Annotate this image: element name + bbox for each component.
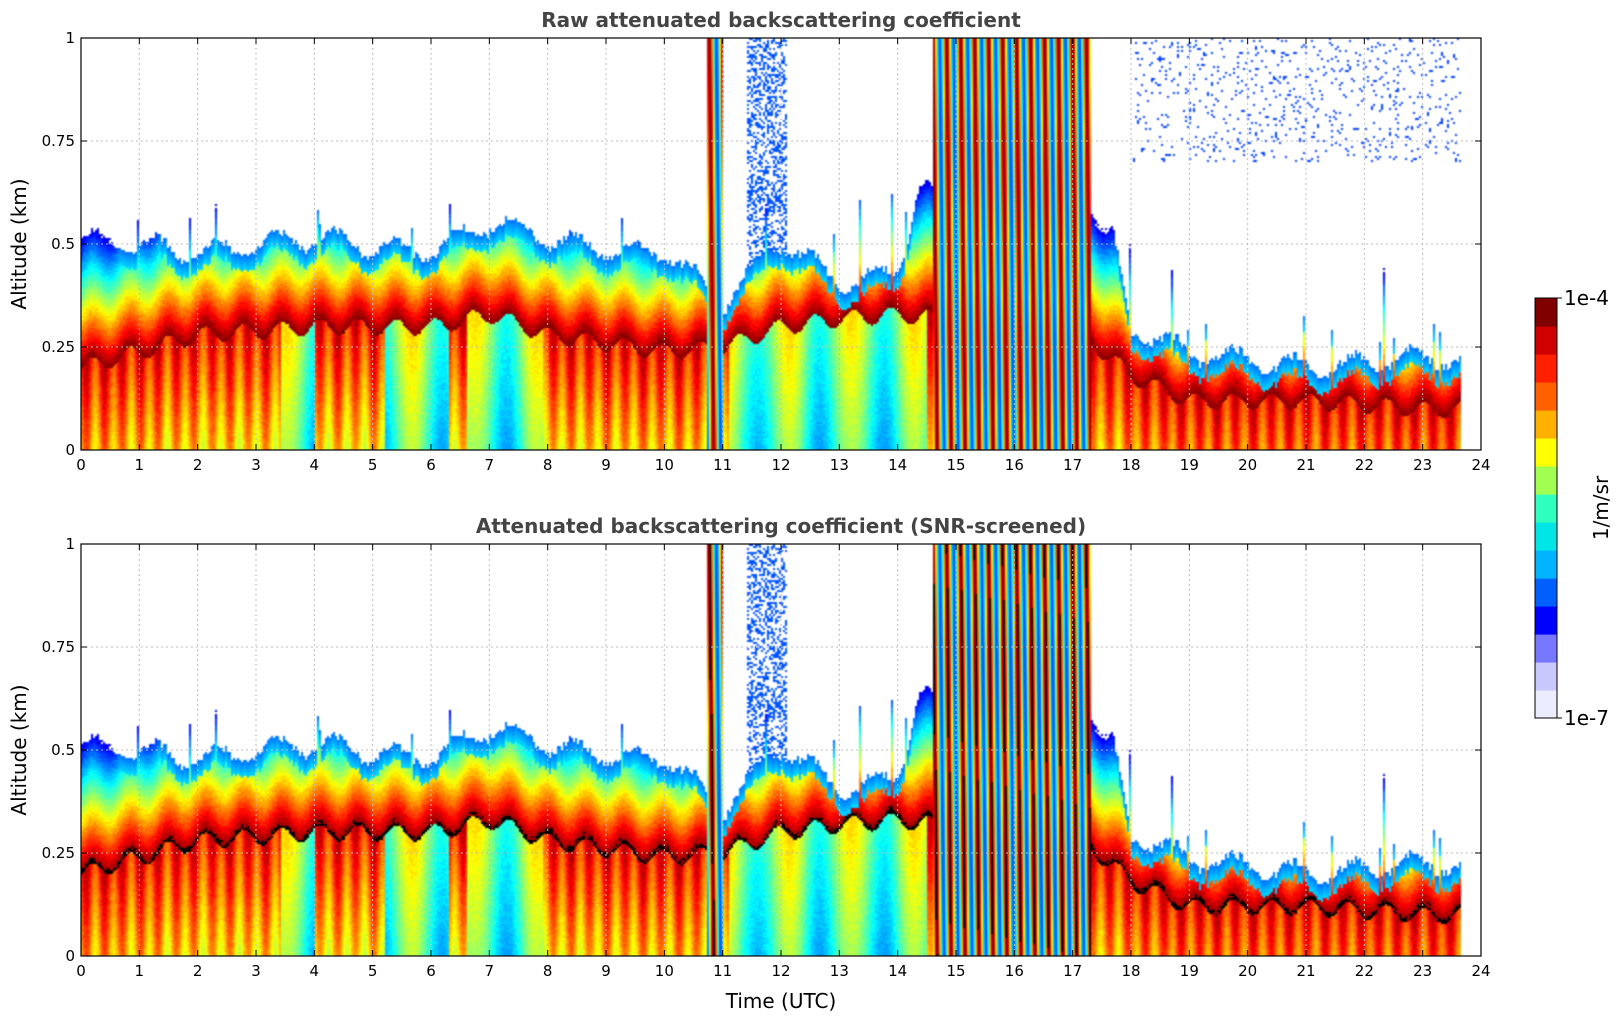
colorbar-band	[1535, 662, 1557, 691]
x-tick-label: 6	[426, 456, 436, 474]
x-tick-label: 23	[1413, 456, 1432, 474]
colorbar-band	[1535, 494, 1557, 523]
x-tick-label: 6	[426, 962, 436, 980]
x-tick-label: 0	[76, 962, 86, 980]
x-tick-label: 7	[485, 962, 495, 980]
bottom-y-axis: 0 0.25 0.5 0.75 1	[42, 535, 1481, 965]
y-tick-label: 0	[65, 947, 75, 965]
x-tick-label: 19	[1180, 456, 1199, 474]
y-tick-label: 1	[65, 535, 75, 553]
x-tick-label: 3	[251, 456, 261, 474]
y-tick-label: 1	[65, 29, 75, 47]
x-tick-label: 5	[368, 456, 378, 474]
x-tick-label: 22	[1355, 456, 1374, 474]
x-tick-label: 18	[1121, 456, 1140, 474]
x-tick-label: 17	[1063, 962, 1082, 980]
bottom-panel-title: Attenuated backscattering coefficient (S…	[476, 514, 1086, 538]
colorbar-band	[1535, 354, 1557, 383]
x-tick-label: 4	[310, 456, 320, 474]
colorbar-band	[1535, 606, 1557, 635]
colorbar-band	[1535, 382, 1557, 411]
colorbar-min-label: 1e-7	[1564, 706, 1609, 730]
top-grid	[81, 38, 1481, 450]
bottom-y-axis-label: Altitude (km)	[7, 684, 31, 815]
colorbar-frame	[1534, 297, 1558, 719]
x-tick-label: 22	[1355, 962, 1374, 980]
top-x-axis: 0 1 2 3 4 5 6 7 8 9 10 11 12 13 14 15 16 17 18 19 20 21 22 23 24	[76, 38, 1491, 474]
x-tick-label: 24	[1471, 456, 1490, 474]
colorbar-band	[1535, 438, 1557, 467]
colorbar-band	[1535, 326, 1557, 355]
x-tick-label: 2	[193, 456, 203, 474]
y-tick-label: 0.75	[42, 132, 75, 150]
x-tick-label: 11	[713, 962, 732, 980]
y-tick-label: 0.5	[51, 741, 75, 759]
x-tick-label: 5	[368, 962, 378, 980]
top-y-axis: 0 0.25 0.5 0.75 1	[42, 29, 1481, 459]
x-tick-label: 19	[1180, 962, 1199, 980]
colorbar: 1e-4 1e-7 1/m/sr	[1534, 286, 1613, 730]
x-tick-label: 12	[771, 962, 790, 980]
x-tick-label: 13	[830, 456, 849, 474]
y-tick-label: 0.5	[51, 235, 75, 253]
raw-backscatter-panel: Raw attenuated backscattering coefficien…	[7, 8, 1491, 474]
screened-backscatter-panel: Attenuated backscattering coefficient (S…	[7, 514, 1491, 1013]
x-tick-label: 7	[485, 456, 495, 474]
x-tick-label: 14	[888, 456, 907, 474]
x-axis-label: Time (UTC)	[725, 989, 837, 1013]
colorbar-gradient	[1535, 298, 1557, 719]
x-tick-label: 14	[888, 962, 907, 980]
x-tick-label: 18	[1121, 962, 1140, 980]
x-tick-label: 4	[310, 962, 320, 980]
x-tick-label: 8	[543, 456, 553, 474]
y-tick-label: 0	[65, 441, 75, 459]
y-tick-label: 0.25	[42, 338, 75, 356]
colorbar-band	[1535, 578, 1557, 607]
x-tick-label: 16	[1005, 962, 1024, 980]
x-tick-label: 3	[251, 962, 261, 980]
x-tick-label: 21	[1296, 962, 1315, 980]
colorbar-band	[1535, 550, 1557, 579]
bottom-grid	[81, 544, 1481, 956]
y-tick-label: 0.25	[42, 844, 75, 862]
colorbar-max-label: 1e-4	[1564, 286, 1609, 310]
x-tick-label: 9	[601, 962, 611, 980]
x-tick-label: 13	[830, 962, 849, 980]
colorbar-band	[1535, 634, 1557, 663]
x-tick-label: 20	[1238, 456, 1257, 474]
colorbar-unit-label: 1/m/sr	[1589, 475, 1613, 540]
x-tick-label: 21	[1296, 456, 1315, 474]
x-tick-label: 8	[543, 962, 553, 980]
y-tick-label: 0.75	[42, 638, 75, 656]
colorbar-band	[1535, 466, 1557, 495]
top-y-axis-label: Altitude (km)	[7, 178, 31, 309]
x-tick-label: 2	[193, 962, 203, 980]
colorbar-band	[1535, 690, 1557, 719]
colorbar-band	[1535, 298, 1557, 327]
x-tick-label: 1	[135, 962, 145, 980]
x-tick-label: 10	[655, 962, 674, 980]
top-panel-title: Raw attenuated backscattering coefficien…	[541, 8, 1021, 32]
x-tick-label: 1	[135, 456, 145, 474]
colorbar-band	[1535, 410, 1557, 439]
x-tick-label: 0	[76, 456, 86, 474]
x-tick-label: 12	[771, 456, 790, 474]
x-tick-label: 16	[1005, 456, 1024, 474]
x-tick-label: 24	[1471, 962, 1490, 980]
x-tick-label: 11	[713, 456, 732, 474]
bottom-x-axis: 0 1 2 3 4 5 6 7 8 9 10 11 12 13 14 15 16 17 18 19 20 21 22 23 24	[76, 544, 1491, 980]
x-tick-label: 20	[1238, 962, 1257, 980]
x-tick-label: 10	[655, 456, 674, 474]
colorbar-band	[1535, 522, 1557, 551]
x-tick-label: 15	[946, 456, 965, 474]
x-tick-label: 23	[1413, 962, 1432, 980]
x-tick-label: 17	[1063, 456, 1082, 474]
x-tick-label: 15	[946, 962, 965, 980]
x-tick-label: 9	[601, 456, 611, 474]
